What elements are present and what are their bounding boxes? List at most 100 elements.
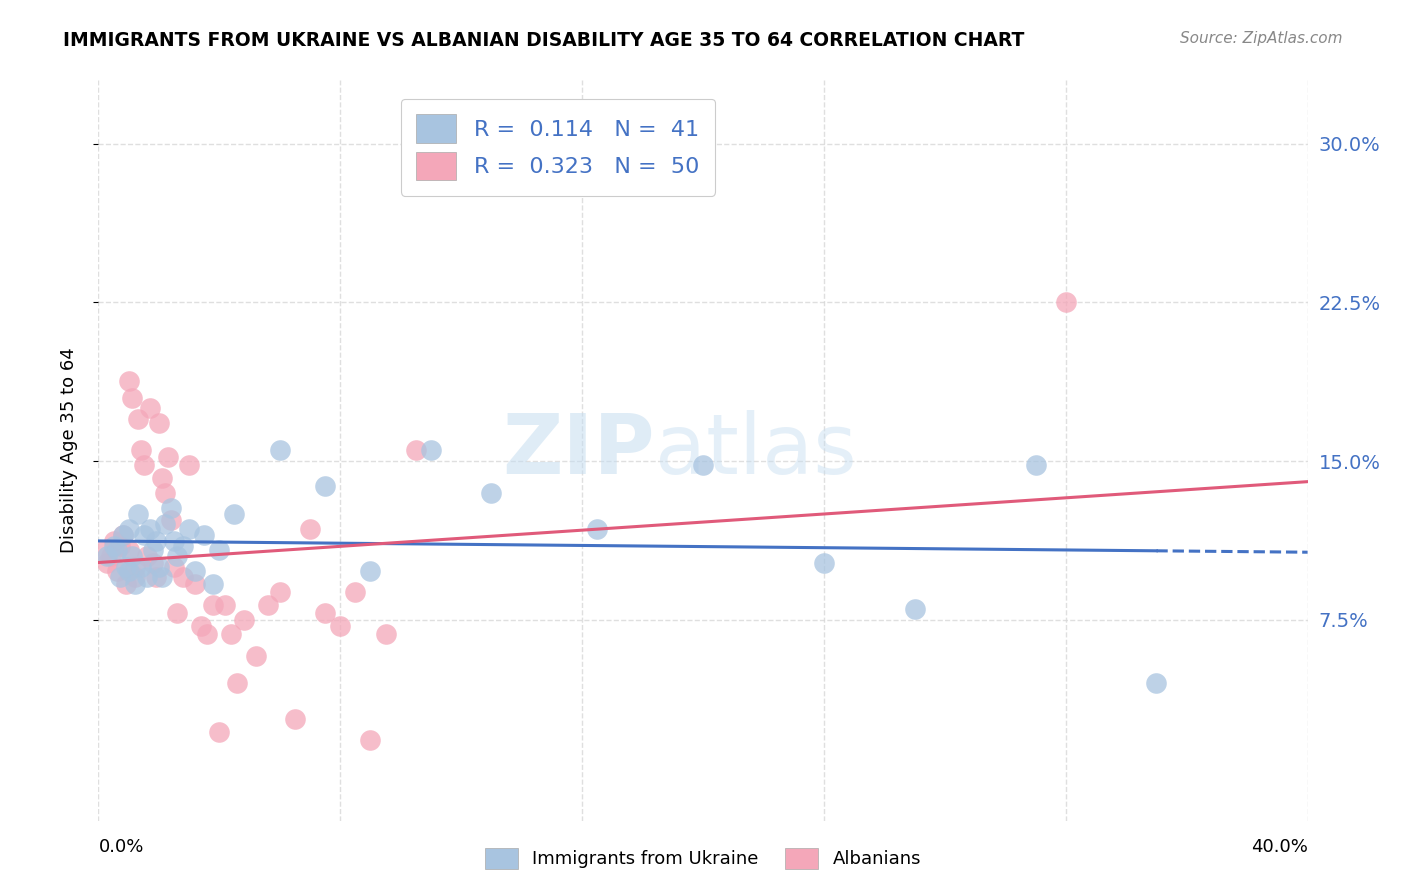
Point [93, 542, 115, 557]
Point [329, 619, 352, 633]
Point [148, 416, 170, 430]
Point [145, 570, 167, 584]
Point [124, 570, 146, 584]
Text: 0.0%: 0.0% [98, 838, 143, 855]
Point [214, 598, 236, 612]
Legend: Immigrants from Ukraine, Albanians: Immigrants from Ukraine, Albanians [478, 840, 928, 876]
Point [103, 534, 125, 549]
Point [108, 570, 131, 584]
Point [135, 549, 157, 564]
Point [1024, 458, 1046, 473]
Point [202, 598, 225, 612]
Point [124, 559, 146, 574]
Point [904, 602, 927, 616]
Point [269, 585, 291, 599]
Point [374, 627, 396, 641]
Point [172, 539, 194, 553]
Point [96, 549, 118, 564]
Point [139, 401, 162, 416]
Point [195, 627, 218, 641]
Point [224, 507, 246, 521]
Point [208, 542, 231, 557]
Point [256, 598, 278, 612]
Point [118, 542, 141, 557]
Point [314, 479, 336, 493]
Point [145, 534, 167, 549]
Text: 40.0%: 40.0% [1251, 838, 1308, 855]
Point [132, 458, 155, 473]
Point [150, 570, 173, 584]
Point [344, 585, 367, 599]
Point [299, 522, 322, 536]
Point [129, 559, 152, 574]
Point [190, 619, 212, 633]
Point [153, 517, 176, 532]
Point [166, 607, 188, 621]
Point [105, 542, 128, 557]
Point [114, 576, 136, 591]
Text: Source: ZipAtlas.com: Source: ZipAtlas.com [1180, 31, 1343, 46]
Point [114, 559, 136, 574]
Point [156, 450, 179, 464]
Legend: R =  0.114   N =  41, R =  0.323   N =  50: R = 0.114 N = 41, R = 0.323 N = 50 [401, 99, 716, 196]
Point [132, 528, 155, 542]
Point [124, 576, 146, 591]
Point [184, 576, 207, 591]
Point [127, 411, 149, 425]
Point [96, 556, 118, 570]
Point [586, 522, 609, 536]
Point [163, 559, 186, 574]
Point [202, 576, 225, 591]
Point [232, 613, 254, 627]
Point [118, 522, 141, 536]
Point [692, 458, 714, 473]
Point [1054, 295, 1077, 310]
Point [103, 539, 125, 553]
Point [184, 564, 207, 578]
Point [127, 507, 149, 521]
Point [105, 564, 128, 578]
Point [160, 513, 183, 527]
Point [150, 471, 173, 485]
Y-axis label: Disability Age 35 to 64: Disability Age 35 to 64 [59, 348, 77, 553]
Point [142, 556, 165, 570]
Point [481, 485, 503, 500]
Point [135, 570, 157, 584]
Point [314, 607, 336, 621]
Point [118, 374, 141, 388]
Point [221, 627, 243, 641]
Point [179, 458, 201, 473]
Point [111, 528, 134, 542]
Point [139, 522, 162, 536]
Point [360, 564, 382, 578]
Point [208, 724, 231, 739]
Point [420, 443, 443, 458]
Point [121, 391, 143, 405]
Point [193, 528, 215, 542]
Point [405, 443, 427, 458]
Point [160, 500, 183, 515]
Point [148, 559, 170, 574]
Text: atlas: atlas [655, 410, 856, 491]
Point [111, 528, 134, 542]
Point [172, 570, 194, 584]
Point [118, 564, 141, 578]
Point [153, 485, 176, 500]
Point [269, 443, 291, 458]
Point [1144, 676, 1167, 690]
Point [108, 539, 131, 553]
Point [179, 522, 201, 536]
Point [163, 534, 186, 549]
Point [142, 542, 165, 557]
Point [100, 549, 122, 564]
Point [226, 676, 249, 690]
Point [121, 549, 143, 564]
Text: IMMIGRANTS FROM UKRAINE VS ALBANIAN DISABILITY AGE 35 TO 64 CORRELATION CHART: IMMIGRANTS FROM UKRAINE VS ALBANIAN DISA… [63, 31, 1025, 50]
Point [166, 549, 188, 564]
Text: ZIP: ZIP [502, 410, 655, 491]
Point [813, 556, 835, 570]
Point [245, 648, 267, 663]
Point [360, 733, 382, 747]
Point [284, 712, 307, 726]
Point [129, 443, 152, 458]
